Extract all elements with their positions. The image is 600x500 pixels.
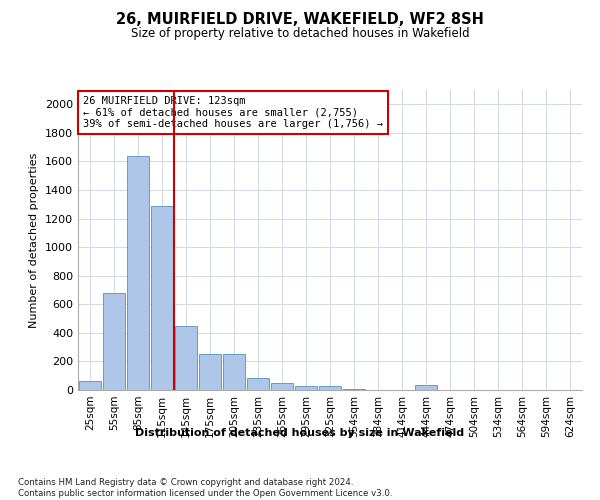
- Bar: [295, 386, 317, 390]
- Bar: [223, 354, 245, 390]
- Text: 26, MUIRFIELD DRIVE, WAKEFIELD, WF2 8SH: 26, MUIRFIELD DRIVE, WAKEFIELD, WF2 8SH: [116, 12, 484, 28]
- Bar: [415, 385, 437, 390]
- Y-axis label: Number of detached properties: Number of detached properties: [29, 152, 40, 328]
- Text: Size of property relative to detached houses in Wakefield: Size of property relative to detached ho…: [131, 28, 469, 40]
- Bar: [271, 383, 293, 390]
- Bar: [151, 206, 173, 390]
- Text: Distribution of detached houses by size in Wakefield: Distribution of detached houses by size …: [136, 428, 464, 438]
- Bar: [79, 380, 101, 390]
- Bar: [175, 326, 197, 390]
- Bar: [199, 354, 221, 390]
- Text: 26 MUIRFIELD DRIVE: 123sqm
← 61% of detached houses are smaller (2,755)
39% of s: 26 MUIRFIELD DRIVE: 123sqm ← 61% of deta…: [83, 96, 383, 129]
- Text: Contains HM Land Registry data © Crown copyright and database right 2024.
Contai: Contains HM Land Registry data © Crown c…: [18, 478, 392, 498]
- Bar: [319, 386, 341, 390]
- Bar: [103, 293, 125, 390]
- Bar: [247, 378, 269, 390]
- Bar: [127, 156, 149, 390]
